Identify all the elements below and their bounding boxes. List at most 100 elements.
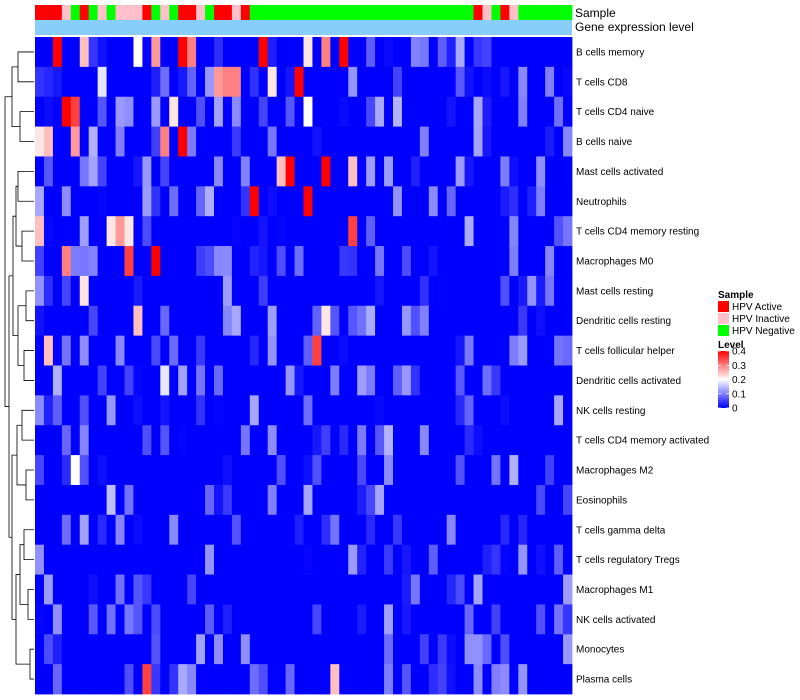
heatmap-cell	[518, 96, 528, 127]
heatmap-cell	[240, 484, 251, 516]
heatmap-cell	[249, 425, 260, 456]
heatmap-cell	[410, 574, 421, 605]
heatmap-cell	[222, 604, 233, 635]
heatmap-cell	[97, 425, 107, 456]
heatmap-cell	[401, 574, 412, 605]
heatmap-cell	[563, 425, 573, 456]
heatmap-cell	[321, 275, 331, 307]
heatmap-cell	[419, 335, 430, 366]
heatmap-cell	[43, 634, 54, 665]
heatmap-cell	[518, 335, 528, 366]
heatmap-cell	[294, 574, 304, 605]
heatmap-cell	[330, 604, 340, 635]
heatmap-cell	[437, 455, 448, 486]
heatmap-cell	[151, 275, 161, 307]
heatmap-cell	[500, 66, 510, 98]
heatmap-cell	[437, 335, 448, 366]
heatmap-cell	[249, 365, 260, 396]
heatmap-cell	[393, 425, 403, 456]
heatmap-cell	[455, 335, 465, 366]
heatmap-cell	[276, 275, 286, 307]
heatmap-cell	[294, 634, 304, 665]
heatmap-cell	[527, 514, 537, 546]
heatmap-cell	[563, 604, 573, 635]
heatmap-cell	[115, 126, 125, 157]
heatmap-cell	[222, 275, 233, 307]
heatmap-cell	[35, 305, 45, 337]
heatmap-cell	[536, 216, 546, 247]
heatmap-cell	[43, 574, 54, 605]
heatmap-cell	[231, 275, 242, 307]
heatmap-cell	[491, 246, 501, 277]
heatmap-cell	[509, 395, 519, 426]
heatmap-cell	[249, 126, 260, 157]
heatmap-cell	[455, 275, 465, 307]
heatmap-cell	[258, 96, 269, 127]
heatmap-cell	[473, 305, 483, 337]
heatmap-cell	[205, 96, 215, 127]
heatmap-cell	[294, 335, 304, 366]
dendrogram-branch	[17, 170, 34, 202]
heatmap-cell	[455, 544, 465, 575]
heatmap-cell	[437, 216, 448, 247]
heatmap-cell	[133, 96, 143, 127]
heatmap-cell	[160, 37, 170, 68]
heatmap-cell	[545, 66, 555, 98]
heatmap-cell	[70, 484, 81, 516]
heatmap-cell	[509, 246, 519, 277]
heatmap-cell	[348, 634, 358, 665]
heatmap-cell	[115, 37, 125, 68]
heatmap-cell	[70, 395, 81, 426]
heatmap-cell	[330, 365, 340, 396]
heatmap-cell	[446, 305, 457, 337]
heatmap-cell	[97, 664, 107, 695]
heatmap-cell	[482, 66, 492, 98]
heatmap-cell	[339, 574, 349, 605]
heatmap-cell	[491, 275, 501, 307]
heatmap-cell	[393, 216, 403, 247]
heatmap-cell	[267, 335, 278, 366]
heatmap-cell	[214, 126, 224, 157]
heatmap-cell	[428, 156, 439, 187]
heatmap-cell	[43, 275, 54, 307]
heatmap-cell	[473, 246, 483, 277]
heatmap-cell	[455, 574, 465, 605]
heatmap-cell	[563, 514, 573, 546]
heatmap-cell	[509, 455, 519, 486]
heatmap-cell	[455, 634, 465, 665]
heatmap-cell	[258, 275, 269, 307]
heatmap-cell	[518, 484, 528, 516]
heatmap-cell	[536, 664, 546, 695]
heatmap-cell	[276, 365, 286, 396]
heatmap-cell	[473, 395, 483, 426]
heatmap-cell	[428, 126, 439, 157]
heatmap-cell	[79, 96, 90, 127]
heatmap-cell	[160, 395, 170, 426]
heatmap-cell	[348, 484, 358, 516]
heatmap-cell	[133, 156, 143, 187]
heatmap-cell	[527, 664, 537, 695]
heatmap-cell	[554, 156, 564, 187]
heatmap-cell	[375, 186, 385, 217]
heatmap-cell	[88, 365, 99, 396]
heatmap-cell	[455, 156, 465, 187]
heatmap-cell	[43, 484, 54, 516]
heatmap-cell	[491, 455, 501, 486]
heatmap-cell	[43, 604, 54, 635]
heatmap-cell	[222, 484, 233, 516]
heatmap-cell	[563, 664, 573, 695]
heatmap-cell	[303, 66, 313, 98]
heatmap-cell	[97, 275, 107, 307]
heatmap-cell	[357, 574, 367, 605]
dendrogram-branch	[16, 424, 26, 486]
heatmap-cell	[357, 37, 367, 68]
heatmap-cell	[52, 275, 63, 307]
heatmap-cell	[142, 395, 152, 426]
heatmap-cell	[222, 156, 233, 187]
heatmap-cell	[339, 186, 349, 217]
heatmap-cell	[70, 335, 81, 366]
heatmap-cell	[536, 514, 546, 546]
heatmap-cell	[321, 455, 331, 486]
heatmap-cell	[70, 246, 81, 277]
heatmap-cell	[393, 574, 403, 605]
